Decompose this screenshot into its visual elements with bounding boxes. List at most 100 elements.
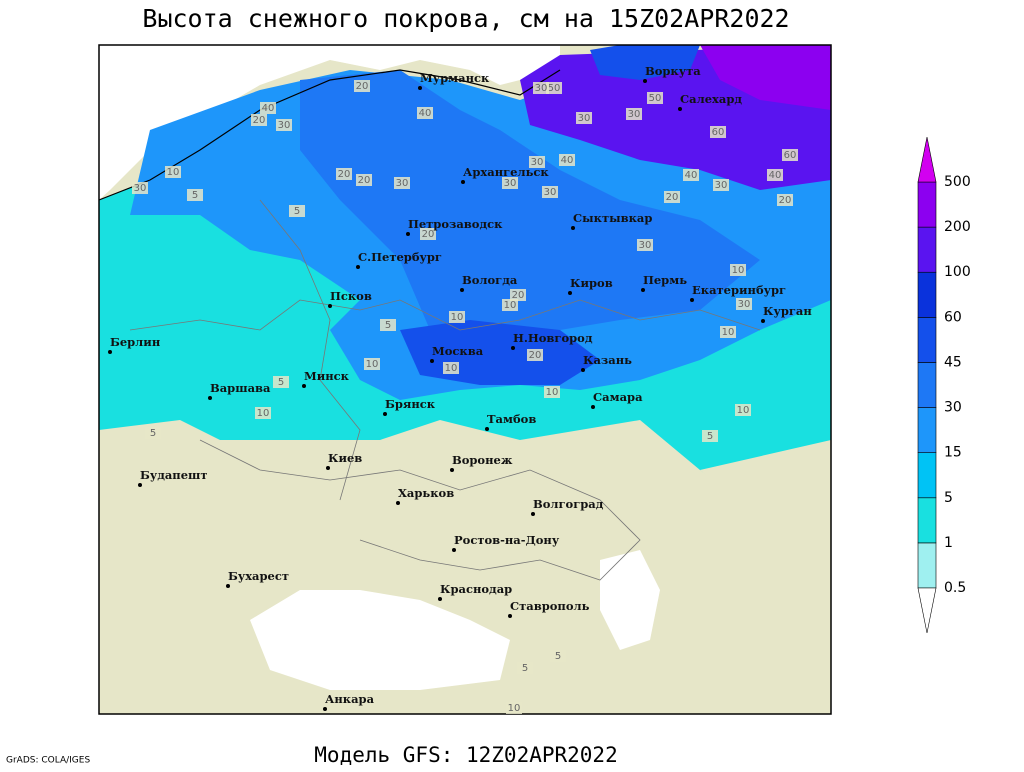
map <box>99 45 831 714</box>
city-dot <box>460 288 464 292</box>
colorbar-segment <box>917 542 937 589</box>
city-dot <box>450 468 454 472</box>
city-label: Мурманск <box>420 71 490 85</box>
contour-label: 20 <box>338 169 351 180</box>
contour-label: 20 <box>253 115 266 126</box>
city-dot <box>508 614 512 618</box>
contour-label: 10 <box>722 327 735 338</box>
city-label: Архангельск <box>463 165 549 179</box>
contour-label: 5 <box>522 663 528 674</box>
city-label: Киев <box>328 451 362 465</box>
colorbar-label: 500 <box>944 174 971 190</box>
contour-label-box <box>506 702 522 714</box>
city-dot <box>138 483 142 487</box>
city-dot <box>568 291 572 295</box>
contour-label: 10 <box>504 300 517 311</box>
contour-label-box <box>710 126 726 138</box>
city-label: Харьков <box>398 486 454 500</box>
city-dot <box>641 288 645 292</box>
city-dot <box>406 232 410 236</box>
city-label: Волгоград <box>533 497 604 511</box>
contour-label: 40 <box>262 103 275 114</box>
contour-label: 30 <box>639 240 652 251</box>
city-dot <box>323 707 327 711</box>
contour-label-box <box>145 427 161 439</box>
colorbar-segment <box>917 181 937 228</box>
contour-label-box <box>546 82 562 94</box>
city-dot <box>438 597 442 601</box>
contour-label: 40 <box>419 108 432 119</box>
city-label: Сыктывкар <box>573 211 652 225</box>
contour-label: 5 <box>192 190 198 201</box>
contour-label: 20 <box>779 195 792 206</box>
contour-label-box <box>417 107 433 119</box>
city-label: Казань <box>583 353 632 367</box>
contour-label: 30 <box>278 120 291 131</box>
contour-label-box <box>720 326 736 338</box>
contour-label: 10 <box>445 363 458 374</box>
contour-label: 20 <box>512 290 525 301</box>
contour-label-box <box>273 376 289 388</box>
contour-label-box <box>165 166 181 178</box>
contour-label-box <box>251 114 267 126</box>
city-label: Киров <box>570 276 613 290</box>
contour-label-box <box>510 289 526 301</box>
city-dot <box>226 584 230 588</box>
contour-label-box <box>394 177 410 189</box>
contour-label-box <box>354 80 370 92</box>
city-dot <box>328 304 332 308</box>
city-dot <box>326 466 330 470</box>
contour-label-box <box>449 311 465 323</box>
city-label: Будапешт <box>140 468 208 482</box>
contour-label-box <box>664 191 680 203</box>
colorbar-label: 200 <box>944 219 971 235</box>
contour-label: 20 <box>358 175 371 186</box>
contour-label: 10 <box>257 408 270 419</box>
city-label: Анкара <box>325 692 375 706</box>
contour-label-box <box>289 205 305 217</box>
colorbar-label: 1 <box>944 535 953 551</box>
contour-label-box <box>544 386 560 398</box>
contour-label-box <box>380 319 396 331</box>
colorbar-segment <box>917 362 937 408</box>
contour-label: 5 <box>294 206 300 217</box>
contour-label-box <box>529 156 545 168</box>
contour-label: 5 <box>707 431 713 442</box>
city-dot <box>430 359 434 363</box>
contour-label-box <box>502 177 518 189</box>
contour-label: 10 <box>732 265 745 276</box>
city-dot <box>396 501 400 505</box>
city-label: Петрозаводск <box>408 217 503 231</box>
contour-label: 30 <box>535 83 548 94</box>
contour-label-box <box>736 298 752 310</box>
contour-label: 20 <box>356 81 369 92</box>
contour-label: 60 <box>784 150 797 161</box>
colorbar-below <box>917 587 937 634</box>
contour-label: 20 <box>529 350 542 361</box>
contour-label-box <box>637 239 653 251</box>
colorbar-label: 15 <box>944 445 962 461</box>
contour-label: 10 <box>737 405 750 416</box>
colorbar-label: 0.5 <box>944 580 966 596</box>
city-dot <box>591 405 595 409</box>
contour-label-box <box>576 112 592 124</box>
colorbar-segment <box>917 226 937 273</box>
contour-label-box <box>767 169 783 181</box>
contour-label: 10 <box>167 167 180 178</box>
city-label: Берлин <box>110 335 161 349</box>
map-frame <box>98 44 832 715</box>
city-dot <box>690 298 694 302</box>
contour-label: 30 <box>715 180 728 191</box>
contour-label-box <box>533 82 549 94</box>
contour-label-box <box>683 169 699 181</box>
city-dot <box>485 427 489 431</box>
city-label: Краснодар <box>440 582 512 596</box>
city-label: Минск <box>304 369 350 383</box>
contour-label: 30 <box>578 113 591 124</box>
contour-label-box <box>276 119 292 131</box>
city-dot <box>356 265 360 269</box>
contour-label: 10 <box>451 312 464 323</box>
colorbar-label: 45 <box>944 354 962 370</box>
contour-label: 10 <box>366 359 379 370</box>
contour-label-box <box>647 92 663 104</box>
